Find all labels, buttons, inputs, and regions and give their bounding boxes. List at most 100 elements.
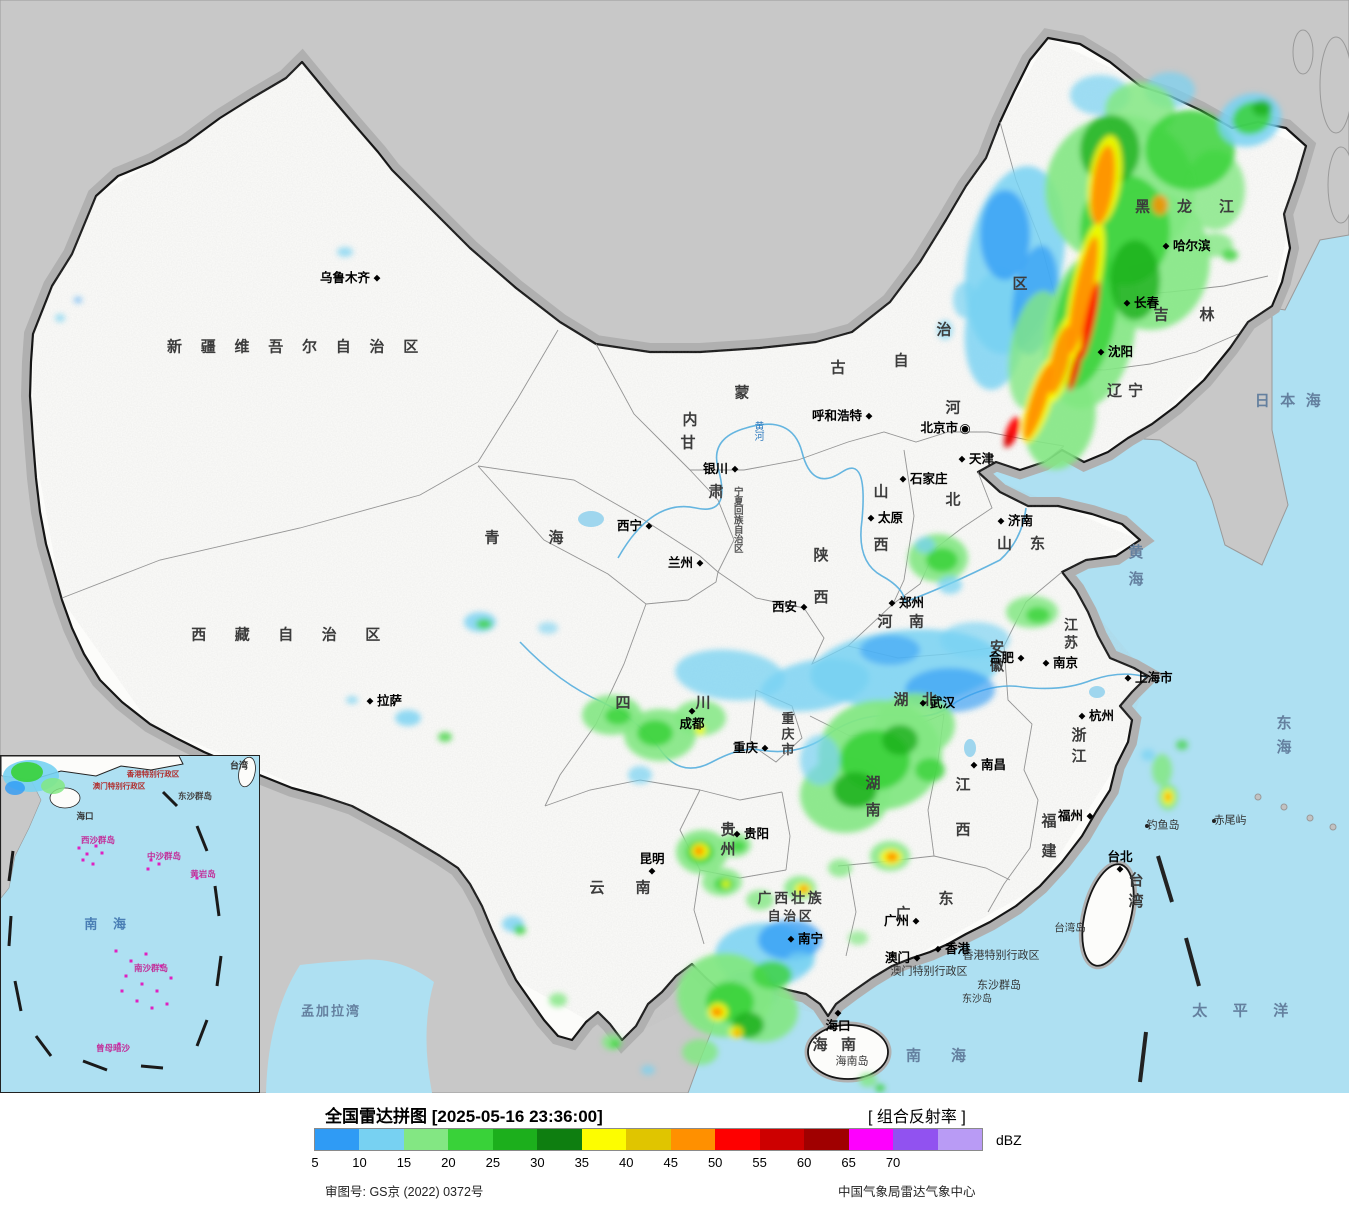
radar-echo: [5, 781, 25, 795]
legend-color-cell: [581, 1129, 627, 1150]
island-group-dot: [157, 862, 161, 866]
island-group-dot: [146, 867, 150, 871]
radar-echo: [937, 320, 953, 340]
radar-echo: [514, 925, 526, 935]
dbz-tick: 60: [796, 1155, 812, 1170]
radar-echo: [1080, 280, 1100, 360]
radar-echo: [886, 852, 898, 862]
island-group-dot: [94, 844, 98, 848]
dbz-colorbar: [314, 1128, 983, 1151]
radar-echo: [875, 1084, 885, 1092]
legend-color-cell: [848, 1129, 894, 1150]
dbz-tick: 50: [707, 1155, 723, 1170]
inset-island-dots: [77, 844, 199, 1046]
inset-echo-layer: [3, 760, 65, 795]
legend-color-cell: [537, 1129, 582, 1150]
claim-dash: [1184, 937, 1201, 987]
radar-echo: [1110, 240, 1160, 320]
radar-echo: [758, 920, 822, 960]
radar-echo: [915, 758, 945, 782]
island-group-dot: [140, 982, 144, 986]
radar-echo: [1067, 236, 1099, 354]
island-group-dot: [195, 876, 199, 880]
radar-echo: [938, 576, 962, 594]
legend-color-cell: [937, 1129, 983, 1150]
radar-echo: [1068, 348, 1082, 392]
dbz-tick: 65: [841, 1155, 856, 1170]
legend-color-cell: [893, 1129, 938, 1150]
island-group-dot: [120, 989, 124, 993]
legend-color-cell: [448, 1129, 493, 1150]
claim-dash: [13, 980, 23, 1012]
radar-echo: [752, 961, 792, 989]
taiwan-island: [1078, 860, 1138, 970]
radar-echo: [730, 840, 746, 852]
claim-dash: [195, 1019, 209, 1047]
dbz-unit-label: dBZ: [996, 1132, 1022, 1148]
japan-islands: [1292, 29, 1349, 224]
claim-dash: [195, 825, 209, 852]
island-group-dot: [155, 989, 159, 993]
radar-echo: [637, 720, 673, 746]
radar-echo: [1152, 195, 1168, 215]
dbz-tick-row: 5 10 15 20 25 30 35 40 45 50 55 60 65 70: [311, 1155, 982, 1171]
foreign-island-dot: [1254, 793, 1262, 801]
radar-echo: [733, 1030, 741, 1036]
radar-echo: [760, 658, 870, 712]
claim-dash: [34, 1035, 53, 1057]
inset-taiwan: [238, 756, 256, 788]
island-group-dot: [150, 1006, 154, 1010]
dbz-tick: 25: [485, 1155, 501, 1170]
island-group-dot: [91, 862, 95, 866]
bay-of-bengal: [266, 959, 434, 1093]
island-group-dot: [149, 858, 153, 862]
radar-echo: [859, 1073, 877, 1087]
dbz-tick: 70: [885, 1155, 901, 1170]
island-group-dot: [159, 964, 163, 968]
claim-dash: [140, 1064, 164, 1070]
radar-echo: [1141, 749, 1155, 761]
radar-echo: [882, 725, 918, 755]
radar-echo-layer: [55, 72, 1282, 1092]
island-group-dot: [85, 852, 89, 856]
hainan-island: [804, 1021, 892, 1083]
radar-echo: [1023, 363, 1053, 441]
radar-echo: [1047, 325, 1073, 395]
radar-echo: [476, 619, 492, 629]
dbz-tick: 10: [352, 1155, 367, 1170]
legend-color-cell: [403, 1129, 449, 1150]
radar-echo: [1145, 110, 1235, 190]
legend-color-cell: [670, 1129, 716, 1150]
foreign-island-dot: [1306, 814, 1314, 822]
legend-color-cell: [759, 1129, 805, 1150]
legend-color-cell: [315, 1129, 360, 1150]
radar-echo: [628, 766, 652, 784]
map-approval-number: 审图号: GS京 (2022) 0372号: [325, 1185, 484, 1199]
radar-echo: [915, 537, 935, 553]
legend-color-cell: [626, 1129, 671, 1150]
radar-echo: [55, 314, 65, 322]
radar-echo: [980, 190, 1030, 280]
dbz-tick: 55: [752, 1155, 767, 1170]
radar-echo: [549, 993, 567, 1007]
radar-echo: [605, 707, 631, 725]
yellow-river: [617, 423, 1027, 604]
product-label: [ 组合反射率 ]: [868, 1109, 966, 1126]
map-area: 新疆维吾尔自治区 西藏自治区青海甘肃内蒙古自治区宁夏回族自治区 陕西山西河北山东 河南…: [0, 0, 1349, 1093]
inset-dash-lines: [7, 790, 223, 1072]
radar-echo: [674, 700, 726, 736]
radar-echo: [337, 247, 353, 257]
radar-echo: [1152, 754, 1172, 786]
radar-echo: [74, 297, 82, 303]
radar-echo: [1026, 607, 1050, 623]
foreign-island-dot: [1329, 823, 1337, 831]
dbz-tick: 15: [396, 1155, 412, 1170]
radar-echo: [1176, 740, 1188, 750]
claim-dash: [7, 915, 13, 947]
radar-echo: [1252, 100, 1272, 116]
radar-echo: [711, 1007, 723, 1017]
dbz-tick: 35: [574, 1155, 590, 1170]
legend-color-cell: [715, 1129, 760, 1150]
radar-echo: [953, 282, 977, 318]
island-group-dot: [129, 959, 133, 963]
